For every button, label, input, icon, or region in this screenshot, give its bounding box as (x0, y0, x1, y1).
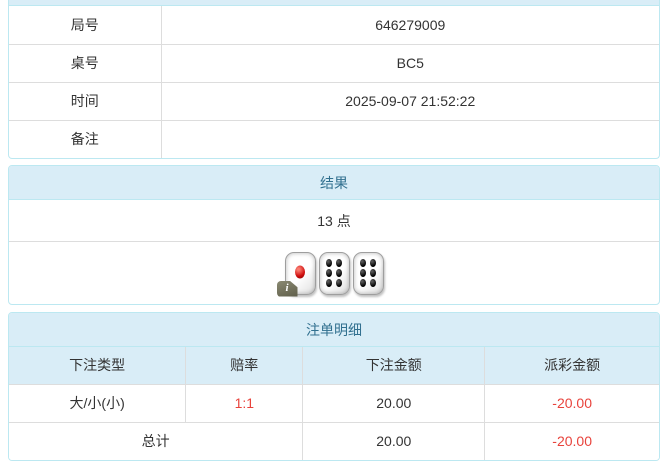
total-bet-amount: 20.00 (302, 421, 486, 460)
page: 局号 646279009 桌号 BC5 时间 2025-09-07 21:52:… (8, 0, 660, 461)
table-id-label: 桌号 (9, 43, 162, 83)
pip (370, 278, 377, 287)
game-info-panel: 局号 646279009 桌号 BC5 时间 2025-09-07 21:52:… (8, 0, 660, 159)
bet-details-table: 下注类型 赔率 下注金额 派彩金额 大/小(小) 1:1 20.00 -20.0… (9, 346, 659, 460)
die-3-value-6 (352, 251, 384, 295)
col-odds: 赔率 (185, 346, 304, 385)
bet-payout-value: -20.00 (484, 383, 659, 423)
pip (336, 278, 343, 287)
result-panel: 结果 13 点 i (8, 165, 660, 305)
table-row: 时间 2025-09-07 21:52:22 (9, 81, 659, 121)
dice-row: i (9, 242, 659, 304)
die-info-icon[interactable]: i (276, 280, 298, 297)
time-value: 2025-09-07 21:52:22 (160, 81, 659, 121)
bet-row: 大/小(小) 1:1 20.00 -20.00 (9, 383, 659, 423)
round-id-label: 局号 (9, 5, 162, 45)
col-bet-amount: 下注金额 (302, 346, 486, 385)
red-pip (295, 265, 305, 279)
die-2-value-6 (318, 251, 350, 295)
total-row: 总计 20.00 -20.00 (9, 421, 659, 460)
col-payout-amount: 派彩金额 (484, 346, 659, 385)
table-row: 备注 (9, 119, 659, 158)
bet-details-title: 注单明细 (9, 313, 659, 347)
pip (336, 269, 343, 277)
pip (370, 269, 377, 277)
table-row: 局号 646279009 (9, 5, 659, 45)
result-panel-title: 结果 (9, 166, 659, 200)
total-label: 总计 (9, 421, 304, 460)
table-header-row: 下注类型 赔率 下注金额 派彩金额 (9, 346, 659, 385)
pip (325, 269, 332, 277)
pip (359, 269, 366, 277)
time-label: 时间 (9, 81, 162, 121)
pip (336, 259, 343, 268)
bet-details-panel: 注单明细 下注类型 赔率 下注金额 派彩金额 大/小(小) 1:1 20.00 … (8, 312, 660, 461)
result-points: 13 点 (9, 200, 659, 242)
remark-value (160, 119, 659, 158)
pip (359, 259, 366, 268)
game-info-table: 局号 646279009 桌号 BC5 时间 2025-09-07 21:52:… (9, 5, 659, 158)
pip (325, 278, 332, 287)
bet-type-value: 大/小(小) (9, 383, 187, 423)
bet-amount-value: 20.00 (302, 383, 486, 423)
pip (359, 278, 366, 287)
pip (325, 259, 332, 268)
table-id-value: BC5 (160, 43, 659, 83)
pip (370, 259, 377, 268)
die-1-value-1: i (276, 251, 316, 297)
table-row: 桌号 BC5 (9, 43, 659, 83)
total-payout-amount: -20.00 (484, 421, 659, 460)
col-bet-type: 下注类型 (9, 346, 187, 385)
bet-odds-value: 1:1 (185, 383, 304, 423)
remark-label: 备注 (9, 119, 162, 158)
round-id-value: 646279009 (160, 5, 659, 45)
